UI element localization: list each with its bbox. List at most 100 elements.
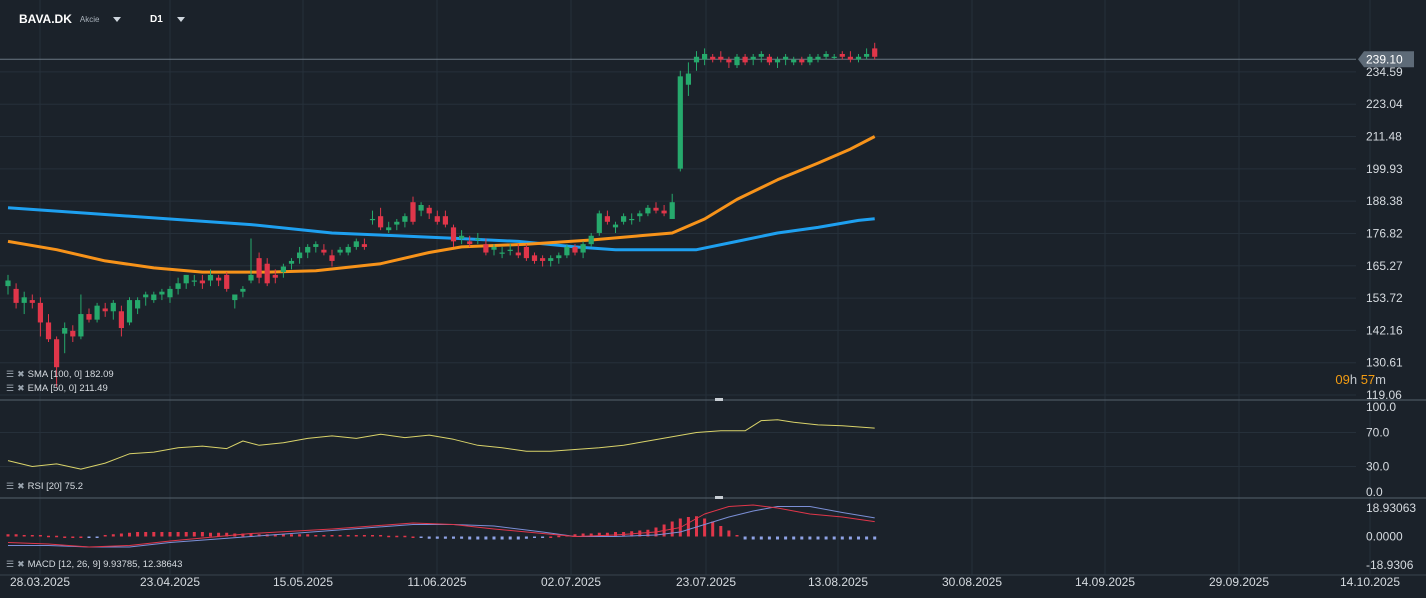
macd-bar bbox=[581, 533, 585, 537]
macd-bar bbox=[711, 521, 715, 537]
x-tick-label: 23.07.2025 bbox=[676, 575, 736, 589]
candle-body bbox=[29, 300, 35, 303]
candle-body bbox=[434, 216, 440, 222]
candle-body bbox=[685, 73, 691, 85]
macd-bar bbox=[79, 536, 83, 538]
macd-bar bbox=[824, 536, 828, 540]
candle-body bbox=[556, 255, 562, 259]
candle-body bbox=[313, 244, 319, 247]
candle-body bbox=[216, 277, 222, 281]
close-icon[interactable]: ✖ bbox=[17, 369, 25, 379]
macd-bar bbox=[589, 533, 593, 537]
macd-bar bbox=[63, 536, 67, 538]
close-icon[interactable]: ✖ bbox=[17, 481, 25, 491]
candle-body bbox=[710, 56, 716, 60]
legend-macd-label: MACD [12, 26, 9] 9.93785, 12.38643 bbox=[27, 559, 183, 570]
menu-icon[interactable]: ☰ bbox=[6, 369, 15, 379]
candle-body bbox=[418, 204, 424, 211]
macd-bar bbox=[119, 533, 123, 537]
candle-body bbox=[426, 207, 432, 214]
macd-bar bbox=[160, 532, 164, 537]
x-tick-label: 11.06.2025 bbox=[407, 575, 466, 589]
timeframe-selector[interactable]: D1 bbox=[150, 10, 185, 28]
macd-bar bbox=[306, 534, 310, 537]
candle-body bbox=[604, 216, 610, 222]
x-tick-label: 14.09.2025 bbox=[1075, 575, 1135, 589]
legend-sma-label: SMA [100, 0] 182.09 bbox=[27, 369, 114, 380]
asset-type: Akcie bbox=[79, 14, 100, 24]
close-icon[interactable]: ✖ bbox=[17, 383, 25, 393]
legend-rsi: ☰ ✖ RSI [20] 75.2 bbox=[6, 481, 83, 492]
macd-tick-label: -18.9306 bbox=[1366, 558, 1414, 572]
legend-sma: ☰ ✖ SMA [100, 0] 182.09 bbox=[6, 369, 114, 380]
macd-bar bbox=[71, 536, 75, 538]
candle-body bbox=[677, 76, 683, 169]
legend-ema-label: EMA [50, 0] 211.49 bbox=[27, 383, 108, 394]
menu-icon[interactable]: ☰ bbox=[6, 481, 15, 491]
candle-body bbox=[78, 314, 84, 337]
macd-bar bbox=[605, 532, 609, 537]
macd-bar bbox=[573, 534, 577, 537]
macd-bar bbox=[727, 530, 731, 537]
macd-bar bbox=[492, 536, 496, 540]
candle-body bbox=[588, 235, 594, 245]
menu-icon[interactable]: ☰ bbox=[6, 383, 15, 393]
macd-bar bbox=[443, 536, 447, 539]
macd-bar bbox=[541, 536, 545, 538]
candle-body bbox=[564, 246, 570, 256]
candle-body bbox=[321, 249, 327, 253]
candle-body bbox=[175, 283, 181, 289]
macd-bar bbox=[273, 534, 277, 537]
candle-body bbox=[248, 274, 254, 281]
macd-bar bbox=[298, 534, 302, 537]
x-tick-label: 28.03.2025 bbox=[10, 575, 70, 589]
timer-minutes: 57 bbox=[1360, 372, 1376, 387]
candle-body bbox=[766, 56, 772, 63]
candle-body bbox=[394, 221, 400, 225]
macd-bar bbox=[743, 536, 747, 540]
candle-body bbox=[523, 246, 529, 259]
candle-body bbox=[167, 288, 173, 298]
candle-body bbox=[491, 246, 497, 250]
candle-body bbox=[13, 288, 19, 303]
macd-bar bbox=[500, 536, 504, 540]
macd-bar bbox=[767, 536, 771, 540]
macd-bar bbox=[784, 536, 788, 540]
y-tick-label: 142.16 bbox=[1366, 323, 1403, 337]
macd-bar bbox=[411, 536, 415, 538]
candle-body bbox=[839, 53, 845, 57]
macd-bar bbox=[759, 536, 763, 540]
macd-bar bbox=[865, 536, 869, 540]
x-tick-label: 13.08.2025 bbox=[808, 575, 868, 589]
macd-bar bbox=[719, 526, 723, 537]
symbol-selector[interactable]: BAVA.DK Akcie bbox=[19, 10, 122, 28]
macd-bar bbox=[168, 532, 172, 537]
chevron-down-icon[interactable] bbox=[176, 16, 185, 22]
macd-bar bbox=[47, 535, 50, 538]
macd-bar bbox=[184, 532, 188, 537]
candle-body bbox=[774, 59, 781, 63]
y-tick-label: 211.48 bbox=[1366, 130, 1402, 144]
close-icon[interactable]: ✖ bbox=[17, 559, 25, 569]
candle-body bbox=[815, 56, 821, 60]
candle-body bbox=[580, 244, 586, 253]
macd-bar bbox=[281, 534, 285, 537]
macd-bar bbox=[144, 532, 148, 537]
macd-bar bbox=[176, 532, 180, 537]
macd-bar bbox=[200, 532, 204, 537]
macd-bar bbox=[192, 532, 196, 537]
macd-bar bbox=[695, 516, 698, 537]
macd-bar bbox=[379, 535, 383, 537]
macd-bar bbox=[557, 535, 561, 538]
macd-bar bbox=[209, 532, 212, 537]
candle-body bbox=[507, 249, 513, 251]
menu-icon[interactable]: ☰ bbox=[6, 559, 15, 569]
candle-body bbox=[855, 56, 862, 60]
candle-body bbox=[118, 311, 124, 329]
y-tick-label: 153.72 bbox=[1366, 291, 1403, 305]
chevron-down-icon[interactable] bbox=[113, 16, 122, 22]
macd-bar bbox=[338, 535, 342, 537]
candle-body bbox=[329, 255, 335, 261]
macd-bar bbox=[87, 536, 91, 538]
